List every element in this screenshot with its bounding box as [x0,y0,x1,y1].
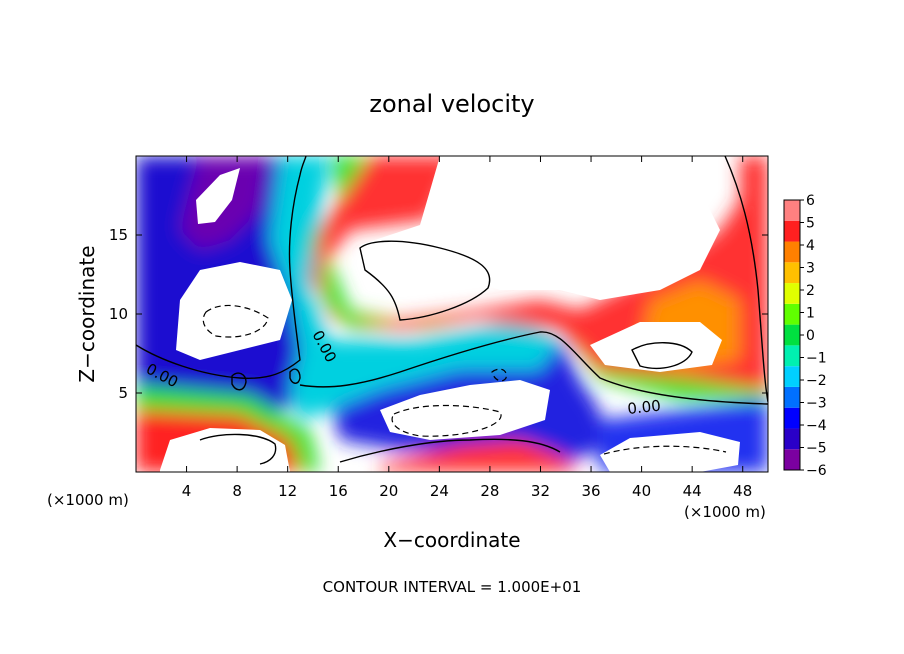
contour-zero-main [136,156,307,380]
x-tick-label: 16 [329,482,348,500]
contour-dashed-mid-right [491,368,507,382]
field-out-of-range [160,156,740,472]
colorbar-segment [784,428,800,450]
contour-lines [136,156,768,465]
x-tick-label: 4 [182,482,192,500]
y-axis-ticks: 5 10 15 [109,226,768,402]
x-tick-label: 44 [683,482,702,500]
x-tick-label: 36 [581,482,600,500]
x-axis-ticks: 4 8 12 16 20 24 28 32 36 40 44 48 [182,156,752,500]
x-units-right: (×1000 m) [684,503,766,521]
colorbar-tick-label: 6 [806,193,815,209]
y-axis-label: Z−coordinate [75,245,99,382]
colorbar-segment [784,303,800,325]
colorbar: 6 5 4 3 2 1 0 −1 −2 −3 −4 −5 −6 [783,193,827,479]
colorbar-segment [784,241,800,263]
contour-dashed-mid [391,404,502,437]
contour-top-center [359,240,491,321]
x-tick-label: 28 [480,482,499,500]
colorbar-segment [784,386,800,408]
chart-title: zonal velocity [369,90,534,118]
contour-lines-dashed [202,304,727,455]
contour-zero-lower [299,331,768,405]
contour-small-loop-b [289,368,301,384]
y-tick-label: 5 [118,384,128,402]
contour-right-eye [631,342,693,370]
colorbar-segment [784,324,800,346]
contour-lower-band [339,438,561,463]
colorbar-segment [784,200,800,221]
x-tick-label: 12 [278,482,297,500]
contour-bottom-left [199,433,277,465]
y-tick-label: 15 [109,226,128,244]
contour-label-right: 0.00 [627,397,662,418]
contour-small-loop-a [231,372,247,391]
x-tick-label: 24 [430,482,449,500]
colorbar-tick-label: −1 [806,351,827,367]
contour-field [136,156,768,472]
white-top-left [196,168,240,224]
x-tick-label: 40 [632,482,651,500]
blob-green-bottomleft [136,385,320,472]
x-axis-label: X−coordinate [383,528,520,552]
colorbar-tick-label: −2 [806,373,827,389]
colorbar-tick-label: −4 [806,418,827,434]
colorbar-segment [784,220,800,242]
blob-pos-bottommid [380,440,580,472]
colorbar-tick-label: 2 [806,283,815,299]
blob-cyan-central [270,156,560,420]
x-tick-label: 32 [531,482,550,500]
contour-interval-note: CONTOUR INTERVAL = 1.000E+01 [323,578,582,596]
colorbar-segment [784,262,800,284]
colorbar-segment [784,366,800,387]
colorbar-segment [784,345,800,367]
colorbar-tick-label: −3 [806,396,827,412]
x-tick-label: 20 [379,482,398,500]
white-mid-lower [380,380,550,440]
colorbar-tick-label: 1 [806,306,815,322]
colorbar-tick-label: 4 [806,238,815,254]
colorbar-tick-label: 3 [806,261,815,277]
colorbar-tick-label: −6 [806,463,827,479]
colorbar-tick-label: 5 [806,216,815,232]
colorbar-segment [784,407,800,429]
y-tick-label: 10 [109,305,128,323]
colorbar-segment [784,283,800,304]
x-tick-label: 48 [733,482,752,500]
white-left-lobe [176,262,292,360]
colorbar-segment [784,449,800,470]
white-bottom-left [160,428,290,472]
colorbar-tick-label: −5 [806,441,827,457]
x-tick-label: 8 [232,482,242,500]
colorbar-tick-label: 0 [806,328,815,344]
contour-zero-right [724,156,768,403]
contour-dashed-bottom-right [603,445,727,455]
x-units-left: (×1000 m) [47,491,129,509]
white-right-eye [590,322,722,372]
contour-dashed-left [202,304,269,338]
white-top-center [360,156,720,300]
white-bottom-right [600,432,740,472]
